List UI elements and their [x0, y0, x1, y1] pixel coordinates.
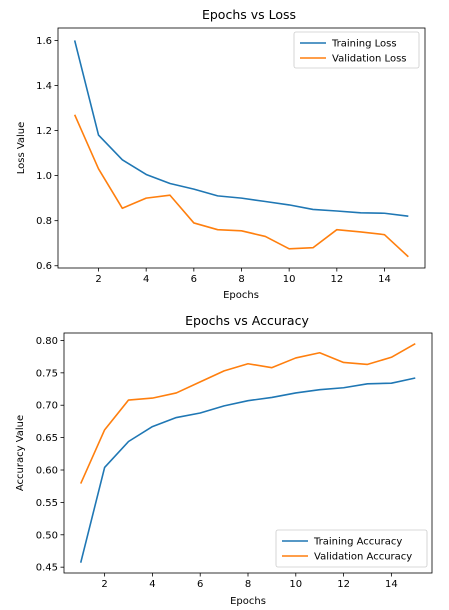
- loss-y-tick-label: 0.6: [36, 261, 52, 272]
- accuracy-legend-label-training: Training Accuracy: [313, 537, 402, 548]
- accuracy-x-ticks: 2 4 6 8 10 12 14: [101, 573, 398, 590]
- accuracy-y-tick-label: 0.65: [36, 433, 58, 444]
- accuracy-y-ticks: 0.45 0.50 0.55 0.60 0.65 0.70 0.75 0.80: [36, 336, 64, 574]
- accuracy-x-tick-label: 2: [101, 579, 107, 590]
- loss-legend-label-training: Training Loss: [331, 39, 397, 50]
- accuracy-y-tick-label: 0.75: [36, 368, 58, 379]
- loss-y-tick-label: 1.4: [36, 81, 52, 92]
- loss-x-tick-label: 14: [378, 274, 391, 285]
- loss-series-validation: [73, 114, 409, 258]
- accuracy-x-axis-label: Epochs: [230, 596, 266, 607]
- accuracy-y-tick-label: 0.55: [36, 498, 58, 509]
- loss-x-tick-label: 12: [330, 274, 343, 285]
- loss-y-tick-label: 0.8: [36, 216, 52, 227]
- loss-x-tick-label: 4: [143, 274, 149, 285]
- loss-x-tick-label: 8: [238, 274, 244, 285]
- loss-chart: Epochs vs Loss 2 4 6 8 10 12 14 0.6 0.8 1.0 1.2 1.…: [16, 7, 426, 301]
- accuracy-x-tick-label: 10: [289, 579, 302, 590]
- accuracy-y-tick-label: 0.50: [36, 530, 58, 541]
- loss-x-ticks: 2 4 6 8 10 12 14: [95, 268, 391, 285]
- loss-series-lines: [73, 40, 409, 258]
- accuracy-chart-title: Epochs vs Accuracy: [185, 313, 309, 328]
- loss-series-training: [73, 40, 409, 217]
- loss-y-tick-label: 1.6: [36, 36, 52, 47]
- accuracy-x-tick-label: 12: [337, 579, 350, 590]
- accuracy-legend-box: [275, 529, 428, 568]
- accuracy-series-validation: [79, 342, 416, 484]
- loss-y-tick-label: 1.2: [36, 126, 52, 137]
- accuracy-x-tick-label: 14: [385, 579, 398, 590]
- accuracy-x-tick-label: 6: [197, 579, 203, 590]
- accuracy-x-tick-label: 4: [149, 579, 155, 590]
- loss-legend-label-validation: Validation Loss: [332, 54, 407, 65]
- accuracy-legend: Training Accuracy Validation Accuracy: [275, 529, 428, 568]
- loss-x-tick-label: 6: [191, 274, 197, 285]
- accuracy-y-tick-label: 0.80: [36, 336, 58, 347]
- loss-x-tick-label: 10: [283, 274, 296, 285]
- loss-legend-box: [293, 31, 420, 69]
- loss-y-ticks: 0.6 0.8 1.0 1.2 1.4 1.6: [36, 36, 58, 272]
- accuracy-y-axis-label: Accuracy Value: [15, 415, 26, 491]
- accuracy-series-training: [79, 377, 416, 563]
- loss-y-axis-label: Loss Value: [16, 122, 27, 175]
- loss-x-tick-label: 2: [95, 274, 101, 285]
- accuracy-y-tick-label: 0.60: [36, 466, 58, 477]
- loss-chart-title: Epochs vs Loss: [202, 7, 296, 22]
- accuracy-x-tick-label: 8: [245, 579, 251, 590]
- loss-y-tick-label: 1.0: [36, 171, 52, 182]
- loss-x-axis-label: Epochs: [223, 290, 259, 301]
- accuracy-y-tick-label: 0.70: [36, 401, 58, 412]
- loss-legend: Training Loss Validation Loss: [293, 31, 420, 69]
- accuracy-series-lines: [79, 342, 416, 563]
- accuracy-y-tick-label: 0.45: [36, 563, 58, 574]
- accuracy-legend-label-validation: Validation Accuracy: [314, 552, 412, 563]
- accuracy-chart: Epochs vs Accuracy 2 4 6 8 10 12 14 0.450.500.…: [15, 313, 433, 607]
